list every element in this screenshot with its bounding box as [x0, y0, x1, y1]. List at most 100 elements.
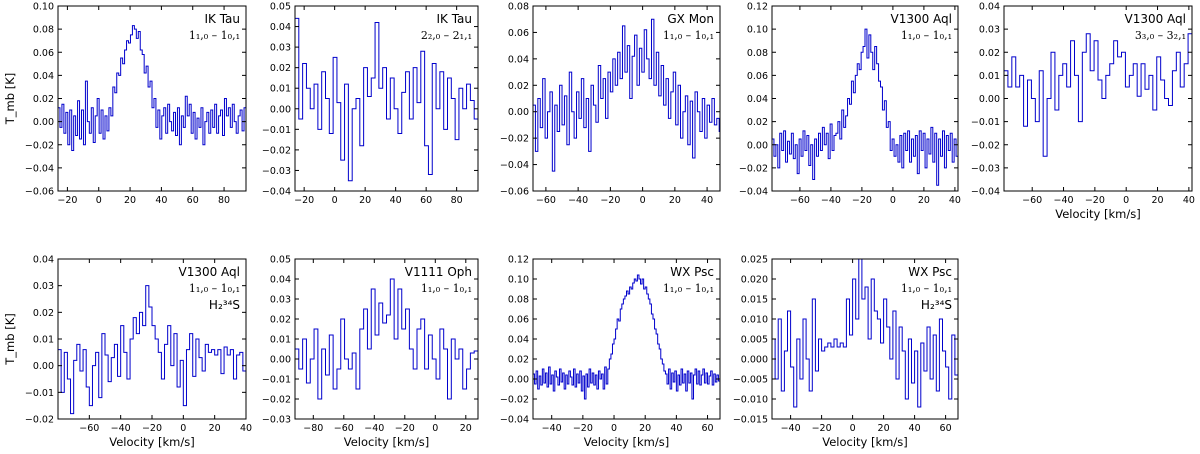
- y-tick-label: 0.06: [508, 28, 529, 39]
- spectrum-line: [58, 25, 246, 163]
- x-tick-label: 0: [890, 195, 896, 206]
- y-tick-label: −0.02: [971, 140, 1000, 151]
- y-tick-label: −0.04: [500, 415, 529, 426]
- y-tick-label: 0.10: [747, 25, 768, 36]
- y-tick-label: −0.04: [500, 160, 529, 171]
- y-tick-label: 0.01: [270, 84, 291, 95]
- y-tick-label: 0.02: [33, 94, 54, 105]
- spectrum-line: [533, 274, 720, 400]
- spectrum-line: [295, 17, 478, 182]
- x-tick-label: −60: [79, 423, 99, 434]
- x-tick-label: −20: [142, 423, 162, 434]
- x-tick-label: 80: [218, 195, 230, 206]
- transition-label: 1₁,₀ – 1₀,₁: [901, 282, 952, 295]
- source-name: V1300 Aql: [178, 265, 240, 279]
- y-tick-label: 0.03: [270, 43, 291, 54]
- isotopologue-label: H₂³⁴S: [209, 298, 240, 312]
- y-tick-label: 0.00: [979, 94, 1000, 105]
- y-tick-label: 0.01: [979, 71, 1000, 82]
- y-tick-label: 0.02: [508, 355, 529, 366]
- y-tick-label: 0.000: [741, 355, 768, 366]
- x-tick-label: −40: [568, 195, 588, 206]
- source-name: V1300 Aql: [890, 12, 952, 26]
- transition-label: 1₁,₀ – 1₀,₁: [189, 29, 240, 42]
- y-tick-label: −0.02: [500, 395, 529, 406]
- x-tick-label: −20: [395, 423, 415, 434]
- x-tick-label: 40: [909, 423, 921, 434]
- source-name: GX Mon: [667, 12, 714, 26]
- y-tick-label: 0.05: [270, 2, 291, 13]
- x-tick-label: 60: [940, 423, 952, 434]
- x-tick-label: 40: [1183, 195, 1195, 206]
- y-tick-label: 0.04: [33, 255, 54, 266]
- y-tick-label: 0.04: [747, 94, 768, 105]
- transition-label: 1₁,₀ – 1₀,₁: [189, 282, 240, 295]
- spectrum-line: [533, 18, 720, 172]
- x-tick-label: 60: [187, 195, 199, 206]
- y-tick-label: 0.04: [270, 275, 291, 286]
- y-tick-label: 0.025: [741, 255, 768, 266]
- x-tick-label: −80: [303, 423, 323, 434]
- x-tick-label: −20: [294, 195, 314, 206]
- x-tick-label: 20: [669, 195, 681, 206]
- y-tick-label: 0.12: [747, 2, 768, 13]
- x-tick-label: −20: [57, 195, 77, 206]
- x-tick-label: 20: [878, 423, 890, 434]
- x-tick-label: −40: [821, 195, 841, 206]
- y-tick-label: 0.08: [747, 48, 768, 59]
- x-tick-label: −60: [334, 423, 354, 434]
- x-tick-label: −20: [600, 195, 620, 206]
- transition-label: 1₁,₀ – 1₀,₁: [421, 282, 472, 295]
- y-tick-label: −0.01: [262, 375, 291, 386]
- y-tick-label: 0.02: [270, 63, 291, 74]
- y-tick-label: 0.06: [747, 71, 768, 82]
- y-tick-label: 0.01: [33, 335, 54, 346]
- x-tick-label: −40: [781, 423, 801, 434]
- transition-label: 1₁,₀ – 1₀,₁: [663, 29, 714, 42]
- x-tick-label: −40: [364, 423, 384, 434]
- x-axis-label: Velocity [km/s]: [344, 435, 429, 449]
- y-tick-label: 0.02: [747, 117, 768, 128]
- x-tick-label: 20: [1151, 195, 1163, 206]
- axes-frame: [532, 5, 721, 192]
- panel-wx-psc-110-101: −40 −20 0 20 40 60 −0.04 −0.02 0.00 0.02 0.04 0.06 0…: [500, 255, 721, 449]
- y-tick-label: 0.08: [508, 295, 529, 306]
- y-tick-label: −0.02: [739, 163, 768, 174]
- panel-v1111-oph-110-101: −80 −60 −40 −20 0 20 −0.03 −0.02 −0.01 0.00 0.01 0.…: [262, 255, 479, 449]
- y-tick-label: −0.015: [733, 415, 768, 426]
- y-tick-label: 0.00: [33, 361, 54, 372]
- y-tick-label: 0.010: [741, 315, 768, 326]
- y-axis-label: T_mb [K]: [3, 313, 17, 365]
- x-tick-label: 0: [640, 195, 646, 206]
- spectrum-line: [772, 28, 958, 186]
- y-tick-label: −0.02: [25, 140, 54, 151]
- spectrum-line: [1004, 33, 1192, 157]
- y-tick-label: 0.015: [741, 295, 768, 306]
- y-tick-label: 0.12: [508, 255, 529, 266]
- y-tick-label: 0.01: [270, 335, 291, 346]
- source-name: V1111 Oph: [405, 265, 472, 279]
- transition-label: 3₃,₀ – 3₂,₁: [1135, 29, 1186, 42]
- panel-v1300-aql-110-101: −60 −40 −20 0 20 40 −0.04 −0.02 0.00 0.02 0.04 0.06…: [739, 2, 961, 207]
- y-tick-label: −0.02: [500, 134, 529, 145]
- y-tick-label: 0.10: [508, 275, 529, 286]
- transition-label: 1₁,₀ – 1₀,₁: [663, 282, 714, 295]
- y-tick-label: −0.06: [500, 187, 529, 198]
- spectrum-line: [772, 259, 958, 408]
- y-tick-label: 0.00: [33, 117, 54, 128]
- y-tick-label: 0.05: [270, 255, 291, 266]
- y-tick-label: −0.005: [733, 375, 768, 386]
- x-tick-label: 40: [670, 423, 682, 434]
- y-tick-label: 0.06: [33, 48, 54, 59]
- x-tick-label: 20: [639, 423, 651, 434]
- y-tick-label: 0.04: [508, 54, 529, 65]
- y-tick-label: 0.00: [270, 104, 291, 115]
- y-tick-label: 0.02: [33, 308, 54, 319]
- y-axis-label: T_mb [K]: [3, 73, 17, 125]
- y-tick-label: −0.03: [262, 166, 291, 177]
- y-tick-label: −0.03: [971, 163, 1000, 174]
- x-tick-label: −60: [1022, 195, 1042, 206]
- y-tick-label: 0.08: [508, 2, 529, 13]
- x-tick-label: 0: [332, 195, 338, 206]
